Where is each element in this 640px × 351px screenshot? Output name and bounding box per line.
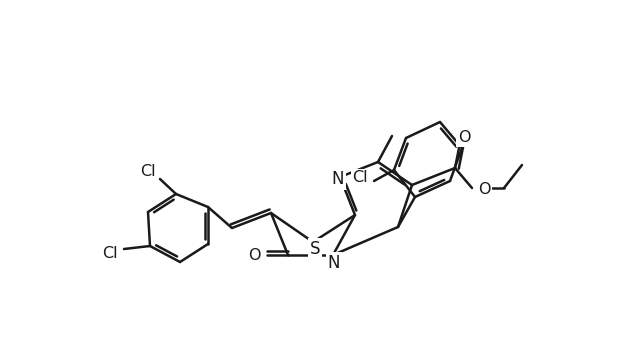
Text: O: O [477,181,490,197]
Text: Cl: Cl [140,165,156,179]
Text: S: S [310,240,320,258]
Text: O: O [458,131,470,146]
Text: N: N [328,254,340,272]
Text: O: O [248,247,260,263]
Text: Cl: Cl [102,245,118,260]
Text: Cl: Cl [352,171,368,185]
Text: N: N [332,170,344,188]
